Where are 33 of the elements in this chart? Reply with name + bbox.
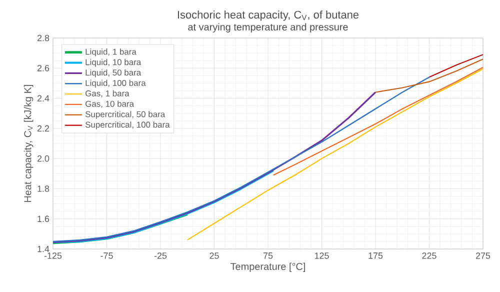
line-series [53, 91, 376, 244]
line-series [272, 66, 484, 176]
x-tick-label: 225 [422, 252, 436, 259]
y-tick-label: 1.4 [38, 246, 50, 252]
x-tick-label: -125 [44, 252, 62, 259]
y-tick-label: 2.2 [37, 125, 50, 132]
legend-label: Liquid, 10 bara [86, 58, 142, 67]
y-tick-label: 2.8 [37, 34, 50, 42]
x-tick-label: 175 [368, 252, 383, 259]
x-tick-label: 125 [314, 252, 329, 259]
x-tick-label: 75 [263, 252, 273, 259]
legend-label: Liquid, 100 bara [86, 80, 146, 88]
y-tick-label: 2.4 [37, 95, 50, 102]
chart-subtitle: at varying temperature and pressure [188, 23, 348, 32]
legend-label: Supercritical, 100 bara [85, 121, 170, 130]
x-axis-title: Temperature [°C] [230, 262, 305, 272]
y-tick-label: 1.6 [38, 216, 50, 222]
y-tick-label: 2.0 [37, 155, 50, 162]
x-tick-label: 275 [476, 252, 490, 259]
x-tick-label: 25 [210, 252, 219, 259]
chart-title: Isochoric heat capacity, C$_{V}$, of butane [178, 10, 359, 21]
x-tick-label: -75 [100, 252, 113, 259]
y-tick-label: 2.6 [37, 64, 50, 72]
line-series [374, 58, 484, 93]
legend-label: Supercritical, 50 bara [85, 111, 166, 119]
legend-label: Gas, 1 bara [86, 90, 130, 98]
y-tick-label: 1.8 [38, 186, 50, 192]
x-tick-label: -25 [154, 252, 167, 259]
legend-label: Liquid, 50 bara [86, 69, 142, 78]
y-axis-title: Heat capacity, C$_{V}$ [kJ/kg K] [24, 84, 34, 202]
legend-label: Liquid, 1 bara [86, 48, 136, 56]
legend-label: Gas, 10 bara [86, 100, 134, 108]
line-series [53, 213, 189, 244]
